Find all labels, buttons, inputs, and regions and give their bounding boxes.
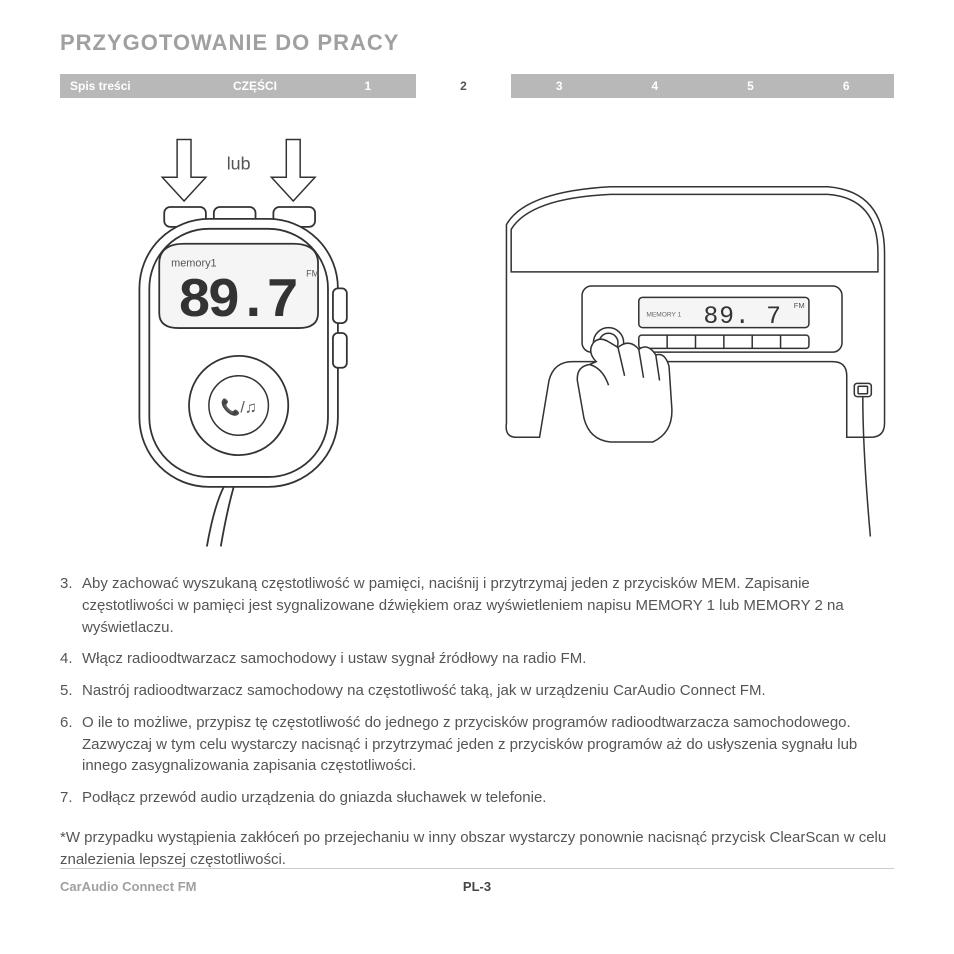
radio-fm-label: FM [794, 301, 805, 310]
lcd-memory-label: memory1 [171, 258, 216, 270]
step-6: 6. O ile to możliwe, przypisz tę częstot… [60, 712, 894, 777]
nav-step-5[interactable]: 5 [703, 74, 799, 98]
nav-step-2[interactable]: 2 [416, 74, 512, 98]
nav-step-1[interactable]: 1 [320, 74, 416, 98]
step-text: O ile to możliwe, przypisz tę częstotliw… [82, 712, 894, 777]
nav-step-3[interactable]: 3 [511, 74, 607, 98]
lcd-frequency: 89.7 [178, 270, 296, 333]
step-text: Nastrój radioodtwarzacz samochodowy na c… [82, 680, 894, 702]
hand-icon [577, 339, 672, 442]
nav-step-6[interactable]: 6 [798, 74, 894, 98]
figure-device: lub memory1 89.7 FM [60, 128, 457, 548]
step-text: Podłącz przewód audio urządzenia do gnia… [82, 787, 894, 809]
figures-row: lub memory1 89.7 FM [60, 128, 894, 548]
call-music-icon: 📞/♫ [221, 396, 257, 416]
nav-parts[interactable]: CZĘŚCI [190, 74, 320, 98]
footer-page: PL-3 [463, 879, 491, 894]
step-4: 4. Włącz radioodtwarzacz samochodowy i u… [60, 648, 894, 670]
arrow-right-icon [271, 140, 315, 202]
step-number: 5. [60, 680, 82, 702]
footnote: *W przypadku wystąpienia zakłóceń po prz… [60, 827, 894, 871]
instruction-list: 3. Aby zachować wyszukaną częstotliwość … [60, 573, 894, 809]
footer-product: CarAudio Connect FM [60, 879, 197, 894]
figure-dashboard: MEMORY 1 89. 7 FM [497, 128, 894, 548]
nav-step-4[interactable]: 4 [607, 74, 703, 98]
arrow-left-icon [162, 140, 206, 202]
radio-frequency: 89. 7 [704, 304, 782, 331]
step-number: 3. [60, 573, 82, 638]
step-text: Włącz radioodtwarzacz samochodowy i usta… [82, 648, 894, 670]
step-5: 5. Nastrój radioodtwarzacz samochodowy n… [60, 680, 894, 702]
step-7: 7. Podłącz przewód audio urządzenia do g… [60, 787, 894, 809]
step-text: Aby zachować wyszukaną częstotliwość w p… [82, 573, 894, 638]
footer: CarAudio Connect FM PL-3 [60, 868, 894, 894]
page-title: PRZYGOTOWANIE DO PRACY [60, 30, 894, 56]
step-3: 3. Aby zachować wyszukaną częstotliwość … [60, 573, 894, 638]
nav-bar: Spis treści CZĘŚCI 1 2 3 4 5 6 [60, 74, 894, 98]
step-number: 6. [60, 712, 82, 777]
step-number: 7. [60, 787, 82, 809]
or-label: lub [227, 153, 251, 173]
step-number: 4. [60, 648, 82, 670]
nav-toc[interactable]: Spis treści [60, 74, 190, 98]
radio-memory-label: MEMORY 1 [646, 311, 681, 318]
lcd-fm-label: FM [306, 268, 319, 278]
